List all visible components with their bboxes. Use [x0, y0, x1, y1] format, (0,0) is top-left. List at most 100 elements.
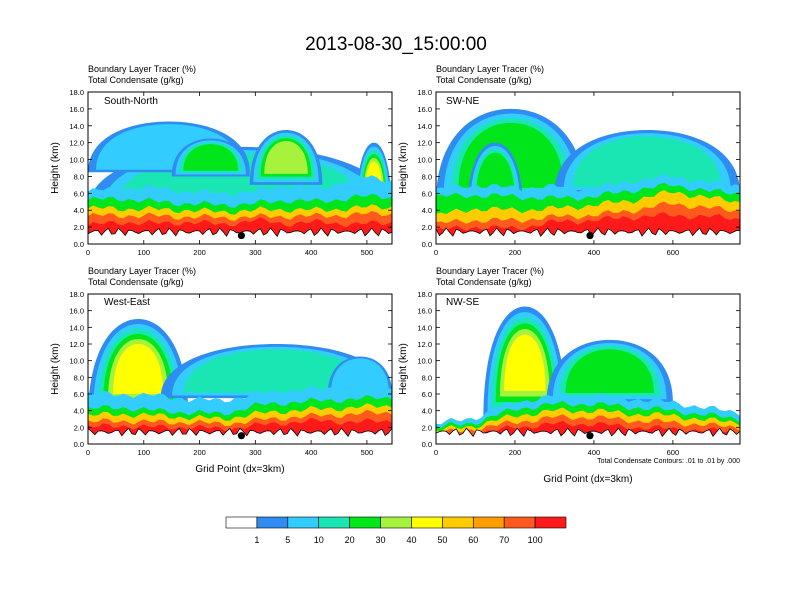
- y-tick-label: 12.0: [69, 139, 84, 148]
- y-tick-label: 10.0: [69, 156, 84, 165]
- x-tick-label: 0: [434, 448, 438, 457]
- plume-band: [331, 358, 389, 393]
- plume-band: [264, 140, 308, 174]
- heatmap-plot: 0.0 2.0 4.0 6.0 8.0 10.0 12.0 14.0 16.0 18.0 0 200 4…: [417, 88, 741, 257]
- x-tick-label: 600: [667, 448, 680, 457]
- y-tick-label: 4.0: [422, 407, 432, 416]
- x-tick-label: 0: [434, 248, 438, 257]
- y-tick-label: 12.0: [69, 340, 84, 349]
- y-tick-label: 14.0: [417, 122, 432, 131]
- plume-band: [565, 349, 654, 393]
- plume-band: [183, 349, 369, 393]
- plume-band: [572, 136, 722, 187]
- colorbar-swatch: [442, 516, 474, 529]
- location-marker: [237, 231, 245, 240]
- y-tick-label: 14.0: [417, 323, 432, 332]
- plot-frame: [435, 91, 741, 245]
- x-tick-label: 300: [249, 248, 262, 257]
- colorbar-swatch: [380, 516, 412, 529]
- x-tick-label: 600: [667, 248, 680, 257]
- panel-left-subtitle: Boundary Layer Tracer (%): [88, 266, 196, 276]
- y-tick-label: 4.0: [74, 407, 84, 416]
- location-marker: [586, 432, 594, 440]
- x-tick-label: 100: [138, 248, 151, 257]
- contour-note: Total Condensate Contours: .01 to .01 by…: [597, 458, 740, 465]
- colorbar-label: 50: [437, 535, 447, 545]
- panel-nw-se: Boundary Layer Tracer (%) Total Condensa…: [398, 266, 741, 485]
- y-tick-label: 6.0: [74, 390, 84, 399]
- y-tick-label: 4.0: [74, 206, 84, 215]
- figure-title: 2013-08-30_15:00:00: [305, 34, 487, 55]
- y-tick-label: 4.0: [422, 206, 432, 215]
- y-tick-label: 12.0: [417, 139, 432, 148]
- y-tick-label: 8.0: [74, 172, 84, 181]
- y-tick-label: 0.0: [74, 440, 84, 449]
- y-tick-label: 16.0: [417, 105, 432, 114]
- panel-sw-ne: Boundary Layer Tracer (%) Total Condensa…: [398, 64, 741, 257]
- y-axis-label: Height (km): [398, 343, 409, 395]
- panel-south-north: Boundary Layer Tracer (%) Total Condensa…: [50, 64, 393, 257]
- x-tick-label: 300: [249, 448, 262, 457]
- colorbar-label: 100: [528, 535, 543, 545]
- x-tick-label: 200: [509, 448, 522, 457]
- y-tick-label: 16.0: [69, 105, 84, 114]
- colorbar-swatch: [503, 516, 536, 529]
- plot-frame: [87, 91, 393, 245]
- y-tick-label: 16.0: [417, 307, 432, 316]
- y-tick-label: 14.0: [69, 323, 84, 332]
- panel-name-label: SW-NE: [446, 96, 479, 107]
- y-axis-label: Height (km): [398, 142, 409, 194]
- panel-left-subtitle: Boundary Layer Tracer (%): [88, 64, 196, 74]
- y-tick-label: 18.0: [417, 290, 432, 299]
- heatmap-plot: 0.0 2.0 4.0 6.0 8.0 10.0 12.0 14.0 16.0 18.0 0 100 2…: [69, 290, 393, 457]
- panel-name-label: West-East: [104, 297, 150, 308]
- heatmap-plot: 0.0 2.0 4.0 6.0 8.0 10.0 12.0 14.0 16.0 18.0 0 100 2…: [69, 88, 393, 257]
- colorbar-label: 20: [345, 535, 355, 545]
- plot-frame: [87, 293, 393, 445]
- colorbar-swatch: [256, 516, 289, 529]
- y-tick-label: 6.0: [422, 390, 432, 399]
- y-tick-label: 8.0: [422, 172, 432, 181]
- y-tick-label: 10.0: [69, 357, 84, 366]
- colorbar-swatch: [472, 516, 505, 529]
- y-tick-label: 2.0: [74, 223, 84, 232]
- colorbar-label: 60: [468, 535, 478, 545]
- panel-west-east: Boundary Layer Tracer (%) Total Condensa…: [50, 266, 393, 475]
- panel-right-subtitle: Total Condensate (g/kg): [88, 75, 184, 85]
- colorbar-label: 30: [376, 535, 386, 545]
- location-marker: [237, 432, 245, 440]
- colorbar-swatch: [411, 516, 443, 529]
- y-axis-label: Height (km): [50, 343, 61, 395]
- colorbar-label: 1: [254, 535, 259, 545]
- plume-band: [113, 344, 164, 394]
- colorbar-swatch: [534, 516, 567, 529]
- x-tick-label: 200: [509, 248, 522, 257]
- heatmap-plot: 0.0 2.0 4.0 6.0 8.0 10.0 12.0 14.0 16.0 18.0 0 200 4…: [417, 290, 741, 457]
- panel-right-subtitle: Total Condensate (g/kg): [436, 75, 532, 85]
- y-tick-label: 10.0: [417, 357, 432, 366]
- y-tick-label: 8.0: [422, 373, 432, 382]
- y-tick-label: 18.0: [69, 88, 84, 97]
- panel-left-subtitle: Boundary Layer Tracer (%): [436, 64, 544, 74]
- y-tick-label: 2.0: [422, 423, 432, 432]
- plot-frame: [435, 293, 741, 445]
- x-tick-label: 0: [86, 448, 90, 457]
- y-axis-label: Height (km): [50, 142, 61, 194]
- x-tick-label: 0: [86, 248, 90, 257]
- y-tick-label: 0.0: [422, 240, 432, 249]
- y-tick-label: 14.0: [69, 122, 84, 131]
- location-marker: [586, 231, 594, 240]
- plume-band: [504, 334, 546, 391]
- panel-name-label: South-North: [104, 96, 158, 107]
- x-axis-label: Grid Point (dx=3km): [195, 464, 284, 475]
- x-tick-label: 500: [361, 248, 374, 257]
- colorbar-swatch: [349, 516, 381, 529]
- y-tick-label: 12.0: [417, 340, 432, 349]
- x-tick-label: 200: [193, 448, 206, 457]
- x-tick-label: 100: [138, 448, 151, 457]
- panel-left-subtitle: Boundary Layer Tracer (%): [436, 266, 544, 276]
- colorbar: 1 5 10 20 30 40 50 60 70 100: [225, 516, 567, 545]
- panel-name-label: NW-SE: [446, 297, 479, 308]
- y-tick-label: 6.0: [74, 189, 84, 198]
